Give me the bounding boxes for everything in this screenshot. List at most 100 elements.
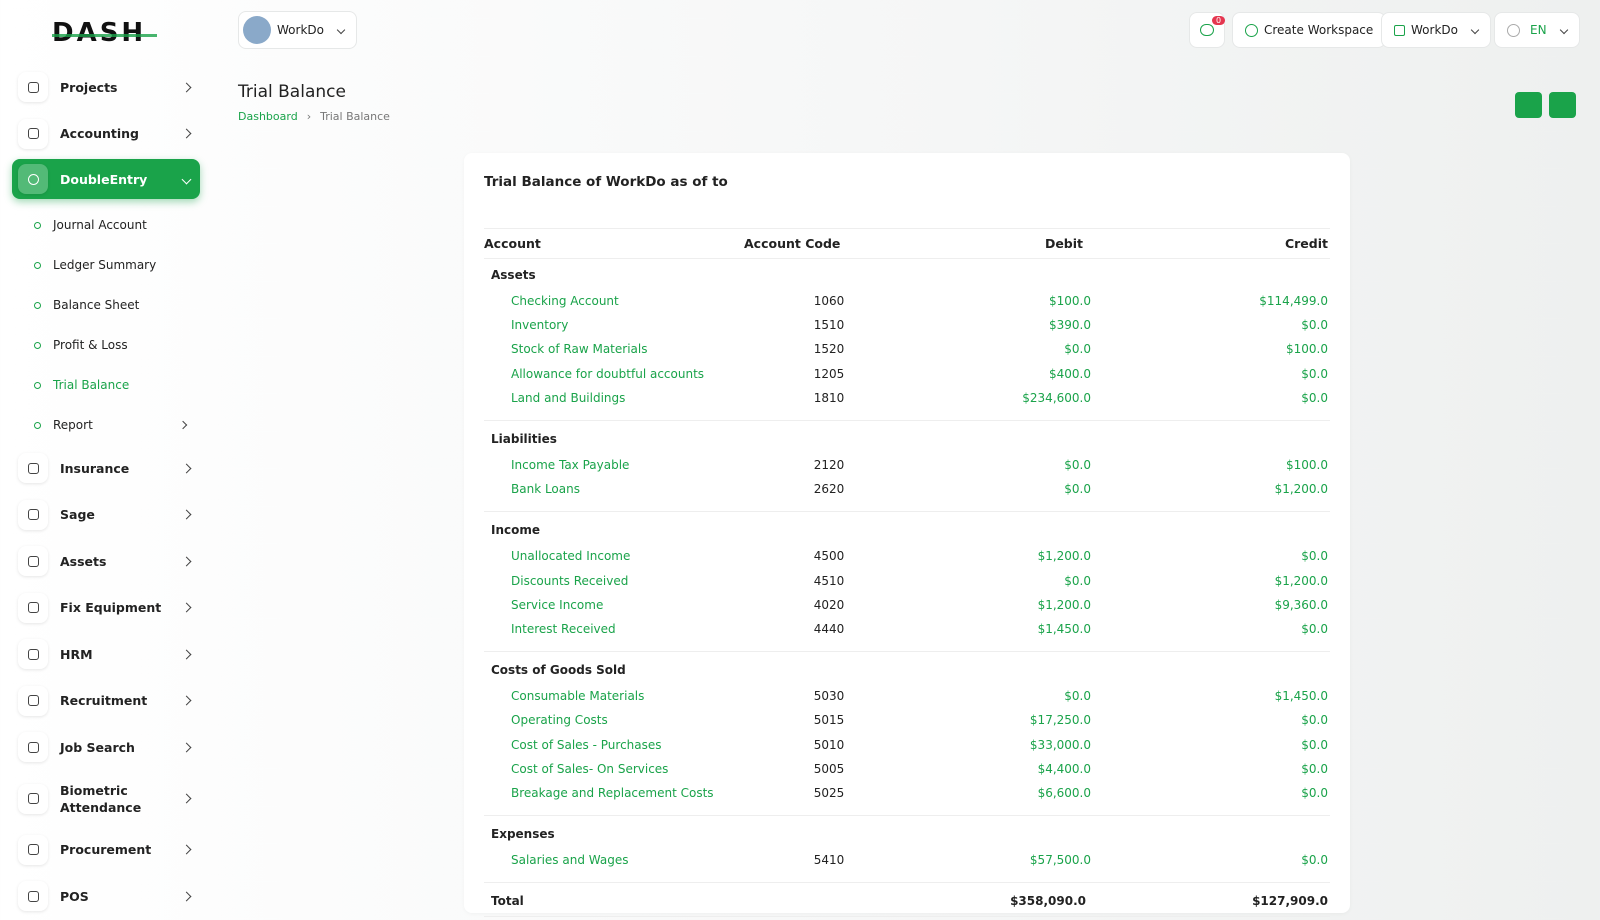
debit: $0.0 — [1064, 458, 1091, 473]
account-row: Cost of Sales- On Services 5005 $4,400.0 $0… — [484, 757, 1330, 781]
print-button[interactable] — [1515, 92, 1542, 118]
logo[interactable]: DASH — [52, 18, 147, 48]
nav-label: Projects — [60, 79, 118, 95]
account-row: Land and Buildings 1810 $234,600.0 $0.0 — [484, 386, 1330, 410]
credit: $0.0 — [1301, 761, 1328, 776]
nav-item[interactable]: HRM — [12, 631, 200, 678]
total-label: Total — [491, 893, 524, 908]
account-row: Allowance for doubtful accounts 1205 $400.… — [484, 362, 1330, 386]
debit: $0.0 — [1064, 689, 1091, 704]
workspace-avatar — [243, 16, 271, 44]
language[interactable]: EN — [1494, 12, 1580, 48]
icon-glyph — [27, 555, 39, 567]
nav-label: Procurement — [60, 842, 152, 858]
account-name[interactable]: Discounts Received — [511, 573, 629, 588]
messages[interactable]: 0 — [1189, 12, 1226, 48]
group-header: Liabilities — [484, 423, 1330, 453]
account-name[interactable]: Cost of Sales - Purchases — [511, 737, 662, 752]
account-row: Operating Costs 5015 $17,250.0 $0.0 — [484, 708, 1330, 732]
chevron — [181, 695, 192, 706]
logo-bar — [52, 34, 157, 37]
nav-subitem[interactable]: Balance Sheet — [12, 285, 200, 325]
nav-item[interactable]: DoubleEntry — [12, 159, 200, 199]
nav-item[interactable]: Insurance — [12, 445, 200, 492]
account-row: Stock of Raw Materials 1520 $0.0 $100.0 — [484, 337, 1330, 361]
chevron — [181, 742, 192, 753]
workspace-name: WorkDo — [277, 23, 324, 37]
nav-label: Insurance — [60, 460, 130, 476]
column-header: Debit — [1044, 236, 1083, 251]
debit: $1,200.0 — [1037, 597, 1091, 612]
nav-subitem[interactable]: Profit & Loss — [12, 325, 200, 365]
account-name[interactable]: Salaries and Wages — [511, 853, 629, 868]
account-name[interactable]: Income Tax Payable — [511, 458, 630, 473]
nav-item[interactable]: Fix Equipment — [12, 585, 200, 632]
account-name[interactable]: Inventory — [511, 318, 569, 333]
nav-subitem[interactable]: Ledger Summary — [12, 245, 200, 285]
nav-subitem[interactable]: Report — [12, 405, 200, 445]
nav-item[interactable]: Projects — [12, 64, 200, 111]
account-name[interactable]: Cost of Sales- On Services — [511, 761, 669, 776]
account-row: Service Income 4020 $1,200.0 $9,360.0 — [484, 593, 1330, 617]
create-workspace[interactable]: Create Workspace — [1232, 12, 1387, 48]
total-row: Total $358,090.0 $127,909.0 — [484, 885, 1330, 918]
nav-subitem[interactable]: Journal Account — [12, 205, 200, 245]
icon-glyph — [27, 741, 39, 753]
nav-item[interactable]: Accounting — [12, 111, 200, 158]
account-row: Breakage and Replacement Costs 5025 $6,600… — [484, 781, 1330, 805]
account-name[interactable]: Bank Loans — [511, 482, 580, 497]
nav-item[interactable]: Sage — [12, 492, 200, 539]
chevron — [181, 128, 192, 139]
language-code: EN — [1530, 23, 1547, 37]
nav-item[interactable]: Recruitment — [12, 678, 200, 725]
nav-label: Job Search — [60, 739, 135, 755]
nav-item[interactable]: Procurement — [12, 827, 200, 874]
credit: $100.0 — [1286, 342, 1328, 357]
nav-label: DoubleEntry — [60, 171, 148, 187]
debit: $0.0 — [1064, 482, 1091, 497]
nav-subitem[interactable]: Trial Balance — [12, 365, 200, 405]
separator — [484, 410, 1330, 421]
workspace-switcher[interactable]: WorkDo — [238, 11, 357, 49]
nav-item[interactable]: Assets — [12, 538, 200, 585]
credit: $1,200.0 — [1274, 482, 1328, 497]
group-name: Expenses — [491, 827, 555, 841]
account-code: 5010 — [813, 737, 845, 752]
account-name[interactable]: Checking Account — [511, 294, 619, 309]
account-name[interactable]: Breakage and Replacement Costs — [511, 785, 714, 800]
account-name[interactable]: Consumable Materials — [511, 689, 645, 704]
credit: $1,200.0 — [1274, 573, 1328, 588]
account-name[interactable]: Service Income — [511, 597, 604, 612]
credit: $0.0 — [1301, 318, 1328, 333]
nav-item[interactable]: POS — [12, 873, 200, 920]
chevron — [178, 420, 188, 430]
total-credit: $127,909.0 — [1252, 893, 1328, 908]
nav-item[interactable]: Biometric Attendance — [12, 771, 200, 827]
breadcrumb-link[interactable]: Dashboard — [238, 110, 298, 123]
account-name[interactable]: Allowance for doubtful accounts — [511, 366, 705, 381]
account-name[interactable]: Operating Costs — [511, 713, 608, 728]
column-header: Credit — [1284, 236, 1328, 251]
account-name[interactable]: Unallocated Income — [511, 549, 631, 564]
debit: $4,400.0 — [1037, 761, 1091, 776]
account-name[interactable]: Land and Buildings — [511, 390, 626, 405]
chevron — [181, 649, 192, 660]
user-menu[interactable]: WorkDo — [1381, 12, 1491, 48]
account-name[interactable]: Stock of Raw Materials — [511, 342, 648, 357]
filter-button[interactable] — [1549, 92, 1576, 118]
account-name[interactable]: Interest Received — [511, 621, 616, 636]
credit: $0.0 — [1301, 366, 1328, 381]
account-code: 4500 — [813, 549, 845, 564]
debit: $0.0 — [1064, 342, 1091, 357]
nav-icon — [18, 881, 48, 912]
icon-glyph — [27, 890, 39, 902]
separator — [484, 805, 1330, 816]
page: DASH WorkDo 0 Create Workspace WorkDo EN… — [0, 0, 1600, 900]
icon-glyph — [27, 81, 39, 93]
nav-item[interactable]: Job Search — [12, 724, 200, 771]
trial-balance-table: Account Account Code Debit Credit Assets Chec… — [484, 228, 1330, 918]
group-header: Costs of Goods Sold — [484, 654, 1330, 684]
group-header: Expenses — [484, 818, 1330, 848]
chevron — [181, 793, 192, 804]
debit: $33,000.0 — [1029, 737, 1091, 752]
